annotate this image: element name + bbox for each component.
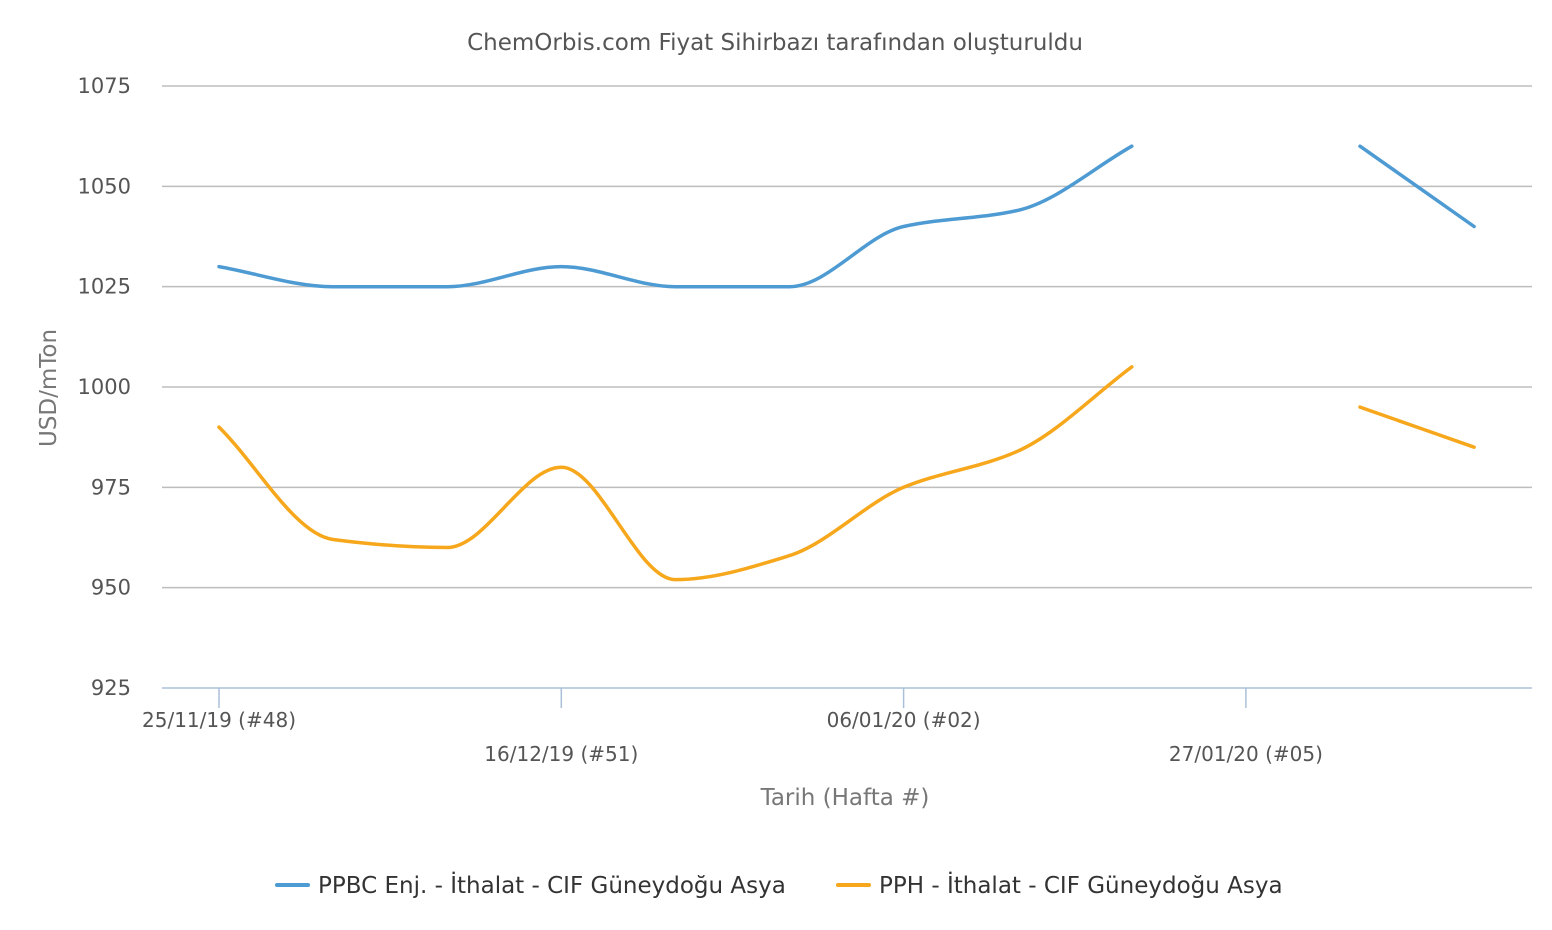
legend-label: PPH - İthalat - CIF Güneydoğu Asya [879,871,1283,899]
legend: PPBC Enj. - İthalat - CIF Güneydoğu Asya… [275,871,1283,899]
y-tick-label: 1050 [78,174,131,198]
y-tick-label: 1025 [78,275,131,299]
y-axis-label: USD/mTon [36,329,62,447]
series-1-line-segment [1358,144,1476,229]
series-2-line-segment [1358,405,1476,449]
x-axis-ticks: 25/11/19 (#48) 16/12/19 (#51) 06/01/20 (#0… [142,688,1323,766]
legend-label: PPBC Enj. - İthalat - CIF Güneydoğu Asya [318,871,786,899]
series-2-line-segment [217,365,1134,582]
grid-lines [162,85,1532,589]
x-tick-label: 27/01/20 (#05) [1169,742,1323,766]
y-tick-label: 975 [91,475,131,499]
x-tick-label: 16/12/19 (#51) [484,742,638,766]
y-tick-label: 1000 [78,375,131,399]
y-tick-label: 925 [91,676,131,700]
y-tick-label: 1075 [78,74,131,98]
y-axis-ticks: 925 950 975 1000 1025 1050 1075 [78,74,131,700]
y-tick-label: 950 [91,576,131,600]
chart-title: ChemOrbis.com Fiyat Sihirbazı tarafından… [467,30,1083,56]
x-axis-label: Tarih (Hafta #) [760,785,930,811]
x-tick-label: 06/01/20 (#02) [827,708,981,732]
x-tick-label: 25/11/19 (#48) [142,708,296,732]
series-lines [217,144,1476,582]
series-1-line-segment [217,144,1134,289]
